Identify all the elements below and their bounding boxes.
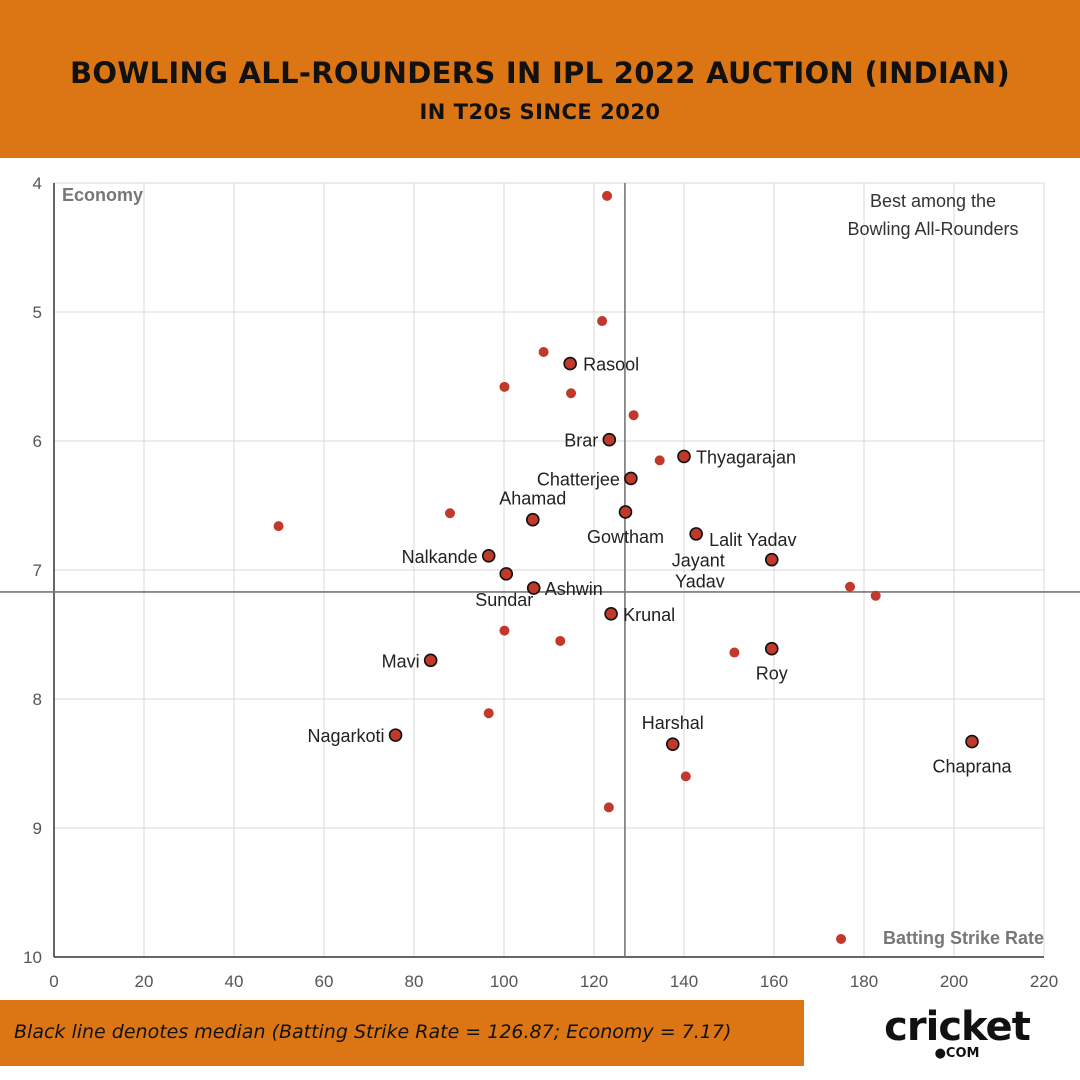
header-banner: BOWLING ALL-ROUNDERS IN IPL 2022 AUCTION…	[0, 0, 1080, 158]
data-point-labeled	[525, 512, 540, 527]
data-point-labeled	[677, 449, 691, 464]
data-label: Chatterjee	[537, 469, 620, 489]
x-tick-label: 140	[670, 972, 698, 991]
data-point	[538, 346, 549, 357]
quadrant-note-line: Bowling All-Rounders	[847, 219, 1018, 239]
x-tick-label: 40	[225, 972, 244, 991]
data-label: Lalit Yadav	[709, 530, 796, 550]
data-point-labeled	[526, 581, 541, 595]
data-point	[499, 381, 510, 392]
data-point-labeled	[618, 505, 633, 519]
x-axis-title: Batting Strike Rate	[883, 928, 1044, 948]
median-note: Black line denotes median (Batting Strik…	[14, 1021, 732, 1043]
data-point	[845, 581, 856, 592]
data-label: Brar	[564, 431, 598, 451]
data-point-labeled	[665, 737, 680, 751]
data-point	[483, 708, 494, 719]
data-point	[836, 933, 847, 944]
data-label: Jayant	[672, 551, 725, 571]
data-label: Chaprana	[932, 757, 1012, 777]
data-point	[654, 455, 665, 466]
data-label: Roy	[756, 664, 788, 684]
x-tick-label: 0	[49, 972, 58, 991]
data-point-labeled	[689, 527, 703, 541]
x-tick-label: 60	[315, 972, 334, 991]
chart-title: BOWLING ALL-ROUNDERS IN IPL 2022 AUCTION…	[69, 56, 1011, 90]
data-label: Rasool	[583, 355, 639, 375]
y-tick-label: 10	[23, 948, 42, 967]
data-point-labeled	[481, 549, 496, 563]
data-point-labeled	[563, 356, 577, 371]
x-tick-label: 20	[135, 972, 154, 991]
x-tick-label: 120	[580, 972, 608, 991]
data-point-labeled	[499, 567, 514, 581]
data-point	[680, 771, 691, 782]
x-tick-label: 160	[760, 972, 788, 991]
data-label: Sundar	[475, 590, 533, 610]
y-tick-label: 7	[33, 561, 42, 580]
data-point	[273, 521, 284, 532]
data-point	[603, 802, 614, 813]
x-tick-label: 220	[1030, 972, 1058, 991]
data-label: Yadav	[675, 572, 725, 592]
data-point-labeled	[388, 728, 403, 742]
data-label: Mavi	[382, 651, 420, 671]
data-point-labeled	[602, 432, 617, 447]
y-axis-title: Economy	[62, 185, 143, 205]
data-label: Nagarkoti	[308, 726, 385, 746]
data-label: Thyagarajan	[696, 447, 796, 467]
data-label: Nalkande	[402, 547, 478, 567]
y-tick-label: 4	[33, 174, 42, 193]
data-point	[870, 590, 881, 601]
data-point-labeled	[764, 641, 779, 656]
data-point	[566, 388, 577, 399]
quadrant-note-line: Best among the	[870, 191, 996, 211]
x-tick-label: 80	[405, 972, 424, 991]
y-tick-label: 6	[33, 432, 42, 451]
data-point	[555, 635, 566, 646]
data-point-labeled	[624, 471, 638, 486]
data-point	[445, 508, 455, 519]
data-point	[602, 190, 613, 201]
x-tick-label: 180	[850, 972, 878, 991]
data-label: Gowtham	[587, 527, 664, 547]
data-point-labeled	[604, 607, 618, 621]
cricket-com-logo: cricket ●COM	[862, 1004, 1052, 1066]
footer-note-band: Black line denotes median (Batting Strik…	[0, 1000, 804, 1066]
data-point	[499, 625, 510, 636]
logo-domain: ●COM	[934, 1046, 980, 1061]
data-point-labeled	[423, 653, 438, 668]
logo-wordmark: cricket	[884, 1004, 1031, 1050]
data-point-labeled	[764, 552, 779, 567]
data-label: Harshal	[642, 713, 704, 733]
x-tick-label: 200	[940, 972, 968, 991]
data-label: Ahamad	[499, 489, 566, 509]
y-tick-label: 5	[33, 303, 42, 322]
data-point	[597, 316, 608, 327]
data-label: Krunal	[623, 605, 675, 625]
x-tick-label: 100	[490, 972, 518, 991]
scatter-chart: 0 20 40 60 80 100 120 140 160 180 200 220 4 5 6 7 8 9 10 Ec…	[0, 174, 1080, 991]
y-tick-label: 8	[33, 690, 42, 709]
data-point-labeled	[965, 734, 979, 749]
data-point	[628, 410, 639, 421]
data-point	[729, 647, 740, 658]
y-tick-label: 9	[33, 819, 42, 838]
data-label: Ashwin	[545, 579, 603, 599]
chart-subtitle: IN T20s SINCE 2020	[419, 100, 661, 124]
